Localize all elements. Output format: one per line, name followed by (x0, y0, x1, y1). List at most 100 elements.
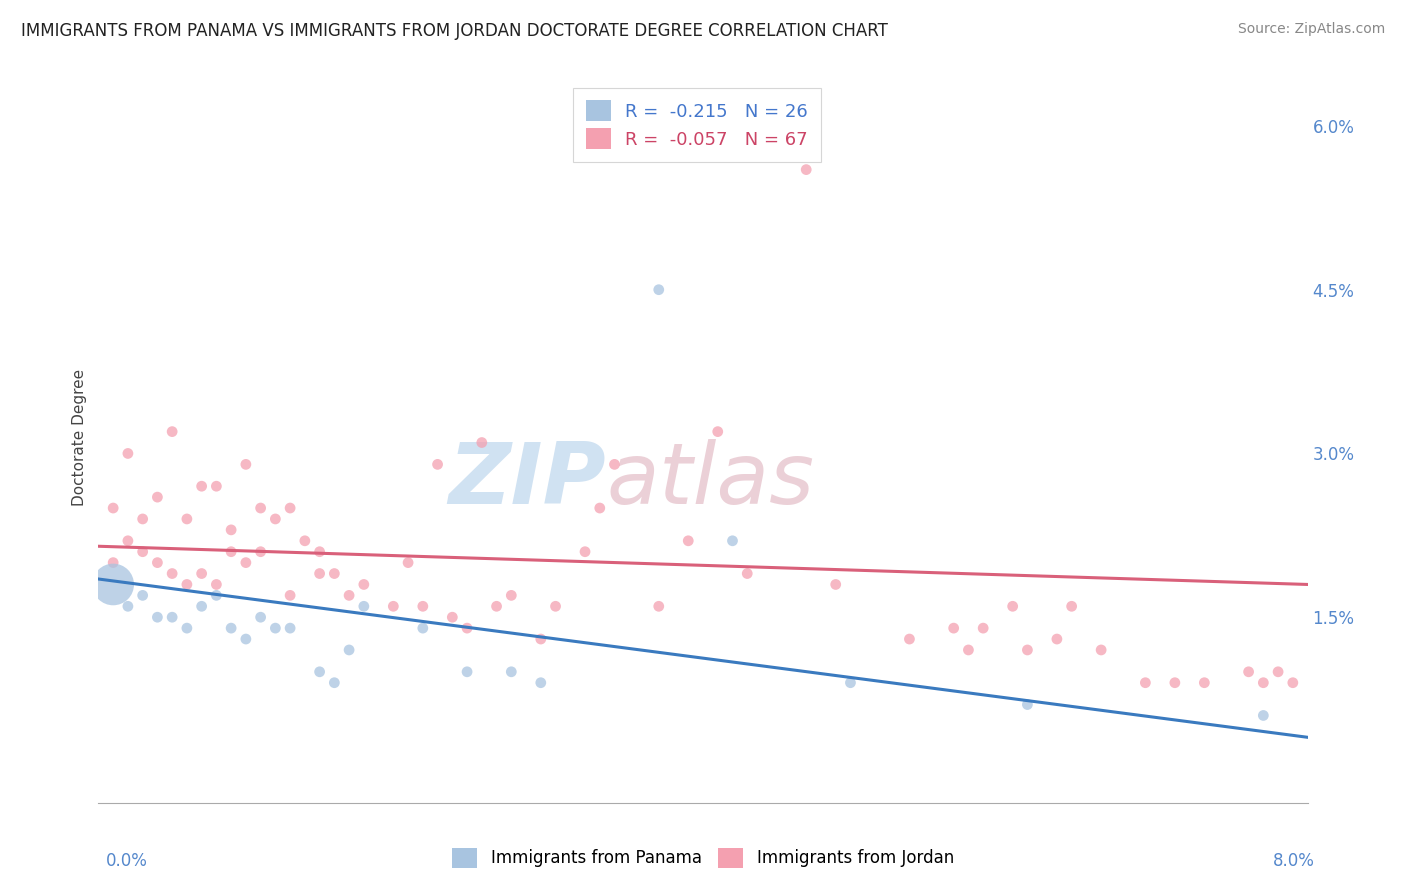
Point (1060, 599, 1083, 614)
Point (1046, 632, 1069, 646)
Point (530, 675, 553, 690)
Point (117, 533, 139, 548)
Point (264, 512, 287, 526)
Point (721, 533, 744, 548)
Point (146, 490, 169, 504)
Point (1017, 698, 1039, 712)
Text: ZIP: ZIP (449, 440, 606, 523)
Point (101, 577, 124, 591)
Point (160, 425, 183, 439)
Point (456, 621, 478, 635)
Point (323, 566, 346, 581)
Point (160, 566, 183, 581)
Point (1267, 665, 1289, 679)
Point (1282, 675, 1305, 690)
Point (101, 501, 124, 516)
Point (176, 512, 198, 526)
Point (190, 479, 212, 493)
Point (117, 599, 139, 614)
Point (131, 545, 153, 559)
Point (353, 577, 375, 591)
Point (396, 556, 419, 570)
Point (1090, 643, 1112, 657)
Point (456, 665, 478, 679)
Point (485, 599, 508, 614)
Point (957, 643, 980, 657)
Point (426, 458, 449, 472)
Point (382, 599, 405, 614)
Point (235, 458, 257, 472)
Legend: Immigrants from Panama, Immigrants from Jordan: Immigrants from Panama, Immigrants from … (446, 841, 960, 875)
Point (794, 162, 817, 177)
Point (337, 643, 360, 657)
Text: IMMIGRANTS FROM PANAMA VS IMMIGRANTS FROM JORDAN DOCTORATE DEGREE CORRELATION CH: IMMIGRANTS FROM PANAMA VS IMMIGRANTS FRO… (21, 22, 889, 40)
Point (839, 675, 862, 690)
Point (249, 501, 271, 516)
Point (589, 501, 612, 516)
Point (1253, 675, 1275, 690)
Legend: R =  -0.215   N = 26, R =  -0.057   N = 67: R = -0.215 N = 26, R = -0.057 N = 67 (574, 87, 821, 162)
Point (972, 621, 994, 635)
Point (190, 566, 212, 581)
Point (471, 435, 494, 450)
Point (235, 556, 257, 570)
Point (678, 533, 700, 548)
Point (412, 621, 434, 635)
Point (942, 621, 965, 635)
Point (441, 610, 464, 624)
Point (735, 566, 758, 581)
Point (706, 425, 728, 439)
Point (101, 556, 124, 570)
Point (574, 545, 596, 559)
Point (131, 588, 153, 602)
Point (219, 545, 242, 559)
Point (160, 610, 183, 624)
Text: atlas: atlas (606, 440, 814, 523)
Point (412, 599, 434, 614)
Point (323, 675, 346, 690)
Text: Source: ZipAtlas.com: Source: ZipAtlas.com (1237, 22, 1385, 37)
Point (176, 621, 198, 635)
Point (1253, 708, 1275, 723)
Point (146, 610, 169, 624)
Text: 0.0%: 0.0% (105, 852, 148, 870)
Point (530, 632, 553, 646)
Point (176, 577, 198, 591)
Point (898, 632, 921, 646)
Point (278, 501, 301, 516)
Point (249, 545, 271, 559)
Point (219, 621, 242, 635)
Text: 8.0%: 8.0% (1272, 852, 1315, 870)
Point (501, 665, 523, 679)
Point (353, 599, 375, 614)
Y-axis label: Doctorate Degree: Doctorate Degree (72, 368, 87, 506)
Point (648, 283, 671, 297)
Point (278, 588, 301, 602)
Point (117, 446, 139, 460)
Point (205, 588, 228, 602)
Point (219, 523, 242, 537)
Point (278, 621, 301, 635)
Point (544, 599, 567, 614)
Point (603, 458, 626, 472)
Point (337, 588, 360, 602)
Point (131, 512, 153, 526)
Point (1001, 599, 1024, 614)
Point (1237, 665, 1260, 679)
Point (501, 588, 523, 602)
Point (235, 632, 257, 646)
Point (205, 577, 228, 591)
Point (1194, 675, 1216, 690)
Point (249, 610, 271, 624)
Point (648, 599, 671, 614)
Point (1164, 675, 1187, 690)
Point (308, 665, 330, 679)
Point (294, 533, 316, 548)
Point (1017, 643, 1039, 657)
Point (190, 599, 212, 614)
Point (308, 545, 330, 559)
Point (146, 556, 169, 570)
Point (1135, 675, 1157, 690)
Point (308, 566, 330, 581)
Point (824, 577, 846, 591)
